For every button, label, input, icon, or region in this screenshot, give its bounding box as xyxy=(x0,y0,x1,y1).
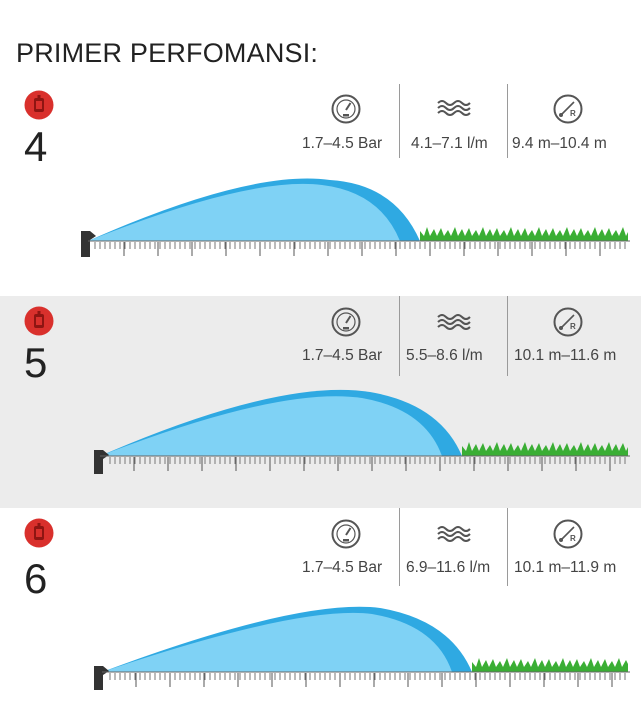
pressure-value: 1.7–4.5 Bar xyxy=(302,347,383,364)
model-row-5: 5 R 1.7–4.5 Bar 5.5–8.6 l/m 10.1 m–11.6 … xyxy=(0,296,641,508)
spray-arc-inner xyxy=(102,612,452,672)
sprinkler-head xyxy=(94,450,109,474)
spray-arc-inner xyxy=(100,396,442,456)
sprinkler-badge-icon xyxy=(24,90,54,120)
model-number: 5 xyxy=(24,339,48,386)
model-row-6: 6 R 1.7–4.5 Bar 6.9–11.6 l/m 10.1 m–11.9… xyxy=(0,508,641,717)
spray-profile-graph xyxy=(94,389,630,474)
flow-value: 4.1–7.1 l/m xyxy=(411,135,488,152)
flow-value: 6.9–11.6 l/m xyxy=(406,559,491,576)
pressure-value: 1.7–4.5 Bar xyxy=(302,135,383,152)
grass xyxy=(420,227,628,241)
radius-icon: R xyxy=(553,94,583,124)
radius-value: 9.4 m–10.4 m xyxy=(512,135,607,152)
divider xyxy=(507,296,508,376)
water-flow-icon xyxy=(437,526,471,542)
svg-text:R: R xyxy=(570,109,576,118)
spray-profile-graph xyxy=(94,606,630,690)
water-flow-icon xyxy=(437,314,471,330)
model-number: 4 xyxy=(24,123,48,170)
spray-profile-graph xyxy=(81,178,630,257)
radius-icon: R xyxy=(553,519,583,549)
model-row-4: 4 R 1.7–4.5 Bar 4.1–7.1 l/m 9.4 m–10.4 m xyxy=(0,84,641,270)
svg-text:R: R xyxy=(570,322,576,331)
ruler-major-ticks xyxy=(133,457,611,471)
ruler-ticks xyxy=(109,457,626,464)
divider xyxy=(399,296,400,376)
ruler-major-ticks xyxy=(123,242,601,256)
radius-value: 10.1 m–11.9 m xyxy=(514,559,617,576)
pressure-gauge-icon xyxy=(331,307,361,337)
divider xyxy=(507,508,508,586)
spray-arc-inner xyxy=(88,183,400,241)
svg-text:R: R xyxy=(570,534,576,543)
flow-value: 5.5–8.6 l/m xyxy=(406,347,483,364)
radius-icon: R xyxy=(553,307,583,337)
divider xyxy=(399,508,400,586)
ruler-major-ticks xyxy=(135,673,613,687)
ruler-ticks xyxy=(94,242,626,249)
page-title: PRIMER PERFOMANSI: xyxy=(16,38,319,68)
pressure-gauge-icon xyxy=(331,94,361,124)
sprinkler-head xyxy=(94,666,109,690)
sprinkler-badge-icon xyxy=(24,518,54,548)
radius-value: 10.1 m–11.6 m xyxy=(514,347,617,364)
pressure-gauge-icon xyxy=(331,519,361,549)
model-number: 6 xyxy=(24,555,48,602)
ruler-ticks xyxy=(109,673,626,680)
grass xyxy=(472,658,628,672)
pressure-value: 1.7–4.5 Bar xyxy=(302,559,383,576)
sprinkler-head xyxy=(81,231,96,257)
water-flow-icon xyxy=(437,100,471,116)
grass xyxy=(462,442,628,456)
sprinkler-badge-icon xyxy=(24,306,54,336)
divider xyxy=(507,84,508,158)
divider xyxy=(399,84,400,158)
